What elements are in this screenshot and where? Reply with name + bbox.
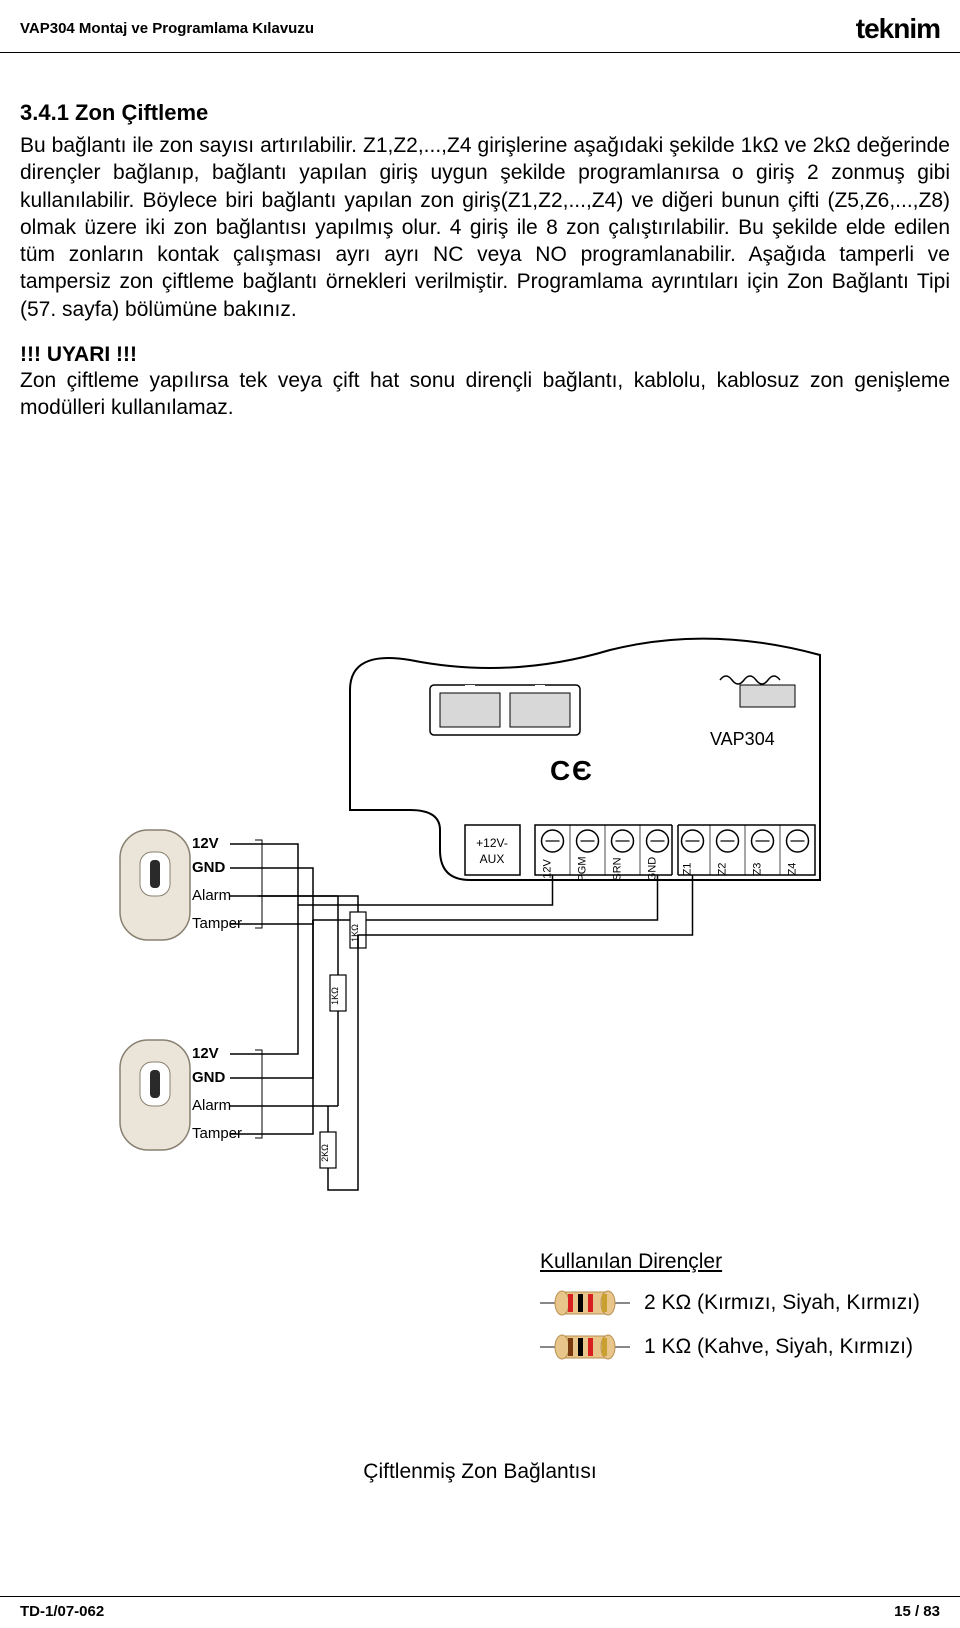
resistor-row: 1 KΩ (Kahve, Siyah, Kırmızı) bbox=[540, 1332, 940, 1362]
svg-text:Alarm: Alarm bbox=[192, 887, 231, 904]
svg-text:2KΩ: 2KΩ bbox=[320, 1144, 330, 1162]
footer-right: 15 / 83 bbox=[894, 1603, 940, 1620]
svg-text:12V: 12V bbox=[542, 859, 554, 879]
svg-text:GND: GND bbox=[647, 857, 659, 882]
section-title: 3.4.1 Zon Çiftleme bbox=[20, 100, 950, 126]
content-area: 3.4.1 Zon Çiftleme Bu bağlantı ile zon s… bbox=[20, 100, 950, 422]
resistors-title: Kullanılan Dirençler bbox=[540, 1250, 940, 1274]
svg-text:+12V-: +12V- bbox=[476, 836, 508, 850]
svg-text:12V: 12V bbox=[192, 835, 219, 852]
svg-text:Z4: Z4 bbox=[787, 863, 799, 876]
svg-text:Z2: Z2 bbox=[717, 863, 729, 876]
resistors-legend: Kullanılan Dirençler 2 KΩ (Kırmızı, Siya… bbox=[540, 1250, 940, 1376]
resistor-label: 1 KΩ (Kahve, Siyah, Kırmızı) bbox=[644, 1335, 913, 1359]
resistor-row: 2 KΩ (Kırmızı, Siyah, Kırmızı) bbox=[540, 1288, 940, 1318]
svg-text:1KΩ: 1KΩ bbox=[330, 987, 340, 1005]
svg-text:Z3: Z3 bbox=[752, 863, 764, 876]
svg-text:GND: GND bbox=[192, 1069, 226, 1086]
svg-text:AUX: AUX bbox=[480, 852, 505, 866]
page-header: VAP304 Montaj ve Programlama Kılavuzu te… bbox=[0, 5, 960, 53]
brand-logo: teknim bbox=[856, 13, 940, 45]
resistor-icon bbox=[540, 1332, 630, 1362]
svg-text:PGM: PGM bbox=[577, 856, 589, 881]
warning-body: Zon çiftleme yapılırsa tek veya çift hat… bbox=[20, 367, 950, 422]
svg-text:SRN: SRN bbox=[612, 857, 624, 880]
svg-text:GND: GND bbox=[192, 859, 226, 876]
section-body: Bu bağlantı ile zon sayısı artırılabilir… bbox=[20, 132, 950, 323]
svg-text:VAP304: VAP304 bbox=[710, 729, 775, 749]
warning-title: !!! UYARI !!! bbox=[20, 343, 950, 367]
page-footer: TD-1/07-062 15 / 83 bbox=[0, 1596, 960, 1620]
figure-caption: Çiftlenmiş Zon Bağlantısı bbox=[0, 1460, 960, 1484]
doc-title: VAP304 Montaj ve Programlama Kılavuzu bbox=[20, 20, 314, 37]
resistor-label: 2 KΩ (Kırmızı, Siyah, Kırmızı) bbox=[644, 1291, 920, 1315]
wiring-diagram: CЄ VAP304 +12V- AUX 12V PGM SRN GND Z1 Z2 Z3 Z4 12V G… bbox=[0, 620, 960, 1270]
svg-text:C: C bbox=[550, 755, 570, 786]
resistor-icon bbox=[540, 1288, 630, 1318]
svg-text:12V: 12V bbox=[192, 1045, 219, 1062]
svg-text:Alarm: Alarm bbox=[192, 1097, 231, 1114]
svg-text:Z1: Z1 bbox=[682, 863, 694, 876]
svg-text:Є: Є bbox=[572, 755, 592, 786]
footer-left: TD-1/07-062 bbox=[20, 1603, 104, 1620]
